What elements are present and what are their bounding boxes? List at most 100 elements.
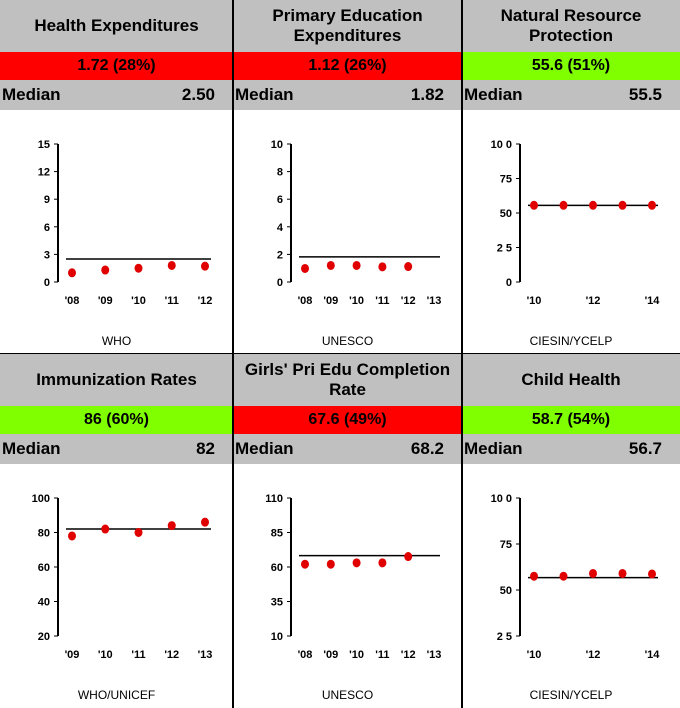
indicator-panel: Girls' Pri Edu Completion Rate 67.6 (49%)… <box>233 354 462 708</box>
x-tick-label: '10 <box>527 649 542 661</box>
median-label: Median <box>235 439 294 458</box>
row-divider <box>0 353 680 354</box>
indicator-panel: Child Health 58.7 (54%) Median 56.7 2 5 50 75 1… <box>462 354 680 708</box>
data-point <box>589 200 597 210</box>
data-point <box>559 571 568 581</box>
data-source: UNESCO <box>321 688 374 702</box>
x-tick-label: '09 <box>65 649 80 661</box>
x-tick-label: '11 <box>131 649 145 661</box>
y-tick-label: 40 <box>38 597 50 609</box>
y-tick-label: 2 <box>277 249 283 261</box>
y-tick-label: 10 <box>271 631 283 643</box>
x-tick-label: '13 <box>427 649 442 661</box>
median-value: 82 <box>196 439 215 458</box>
y-tick-label: 0 <box>506 277 512 289</box>
x-tick-label: '09 <box>323 649 338 661</box>
data-source: WHO/UNICEF <box>77 688 156 702</box>
data-point <box>201 261 209 271</box>
data-point <box>530 200 538 210</box>
y-tick-label: 10 0 <box>491 493 512 505</box>
data-source: CIESIN/YCELP <box>529 688 613 702</box>
data-point <box>301 263 309 273</box>
chart-svg: 0 3 6 9 12 15 '08 '09 '10 '11 '12 <box>38 139 213 307</box>
panel-divider <box>461 0 463 708</box>
x-tick-label: '10 <box>131 295 146 307</box>
data-point <box>404 262 413 272</box>
indicator-chart: 0 2 5 50 75 10 0 '10 '12 '14 <box>462 110 680 332</box>
y-tick-label: 6 <box>277 194 283 206</box>
data-source: WHO <box>101 334 132 348</box>
y-tick-label: 2 5 <box>497 243 512 255</box>
data-point <box>648 200 656 210</box>
x-tick-label: '11 <box>375 295 389 307</box>
indicator-panel: Natural Resource Protection 55.6 (51%) Med… <box>462 0 680 354</box>
panel-title: Health Expenditures <box>0 0 233 52</box>
x-tick-label: '12 <box>401 649 416 661</box>
indicator-chart: 20 40 60 80 100 '09 '10 '11 '12 '13 <box>0 464 233 686</box>
panel-title: Immunization Rates <box>0 354 233 406</box>
median-label: Median <box>464 85 523 104</box>
median-row: Median 2.50 <box>0 80 233 110</box>
median-label: Median <box>464 439 523 458</box>
indicator-chart: 0 3 6 9 12 15 '08 '09 '10 '11 '12 <box>0 110 233 332</box>
y-tick-label: 85 <box>271 528 283 540</box>
y-tick-label: 110 <box>265 493 283 505</box>
x-tick-label: '12 <box>586 649 601 661</box>
data-point <box>301 559 309 569</box>
panel-title: Girls' Pri Edu Completion Rate <box>233 354 462 406</box>
chart-svg: 0 2 5 50 75 10 0 '10 '12 '14 <box>491 139 661 307</box>
chart-svg: 10 35 60 85 110 '08 '09 '10 '11 '12 '13 <box>265 493 442 661</box>
median-label: Median <box>2 439 61 458</box>
data-point <box>326 559 335 569</box>
y-tick-label: 75 <box>500 174 512 186</box>
panel-title: Natural Resource Protection <box>462 0 680 52</box>
y-tick-label: 75 <box>500 539 512 551</box>
panel-title: Child Health <box>462 354 680 406</box>
x-tick-label: '11 <box>375 649 389 661</box>
y-tick-label: 2 5 <box>497 631 512 643</box>
median-label: Median <box>2 85 61 104</box>
x-tick-label: '13 <box>198 649 213 661</box>
y-tick-label: 8 <box>277 167 283 179</box>
x-tick-label: '10 <box>527 295 542 307</box>
score-badge: 58.7 (54%) <box>462 406 680 434</box>
chart-svg: 2 5 50 75 10 0 '10 '12 '14 <box>491 493 661 661</box>
score-badge: 86 (60%) <box>0 406 233 434</box>
data-point <box>618 200 627 210</box>
median-value: 56.7 <box>628 439 662 458</box>
y-tick-label: 60 <box>38 562 50 574</box>
median-row: Median 1.82 <box>233 80 462 110</box>
data-point <box>559 200 568 210</box>
y-tick-label: 15 <box>38 139 50 151</box>
x-tick-label: '09 <box>323 295 338 307</box>
data-source: UNESCO <box>321 334 374 348</box>
median-label: Median <box>235 85 294 104</box>
y-tick-label: 12 <box>38 167 50 179</box>
data-point <box>326 260 335 270</box>
score-badge: 1.12 (26%) <box>233 52 462 80</box>
x-tick-label: '10 <box>349 295 364 307</box>
indicator-panel: Primary Education Expenditures 1.12 (26%)… <box>233 0 462 354</box>
x-tick-label: '10 <box>349 649 364 661</box>
data-point <box>404 552 413 562</box>
median-value: 2.50 <box>181 85 215 104</box>
data-point <box>648 569 656 579</box>
data-point <box>352 558 361 568</box>
y-tick-label: 0 <box>44 277 50 289</box>
median-value: 68.2 <box>410 439 444 458</box>
data-source: CIESIN/YCELP <box>529 334 613 348</box>
data-point <box>167 521 176 531</box>
y-tick-label: 4 <box>277 222 284 234</box>
x-tick-label: '08 <box>65 295 80 307</box>
indicator-chart: 2 5 50 75 10 0 '10 '12 '14 <box>462 464 680 686</box>
x-tick-label: '11 <box>165 295 179 307</box>
y-tick-label: 60 <box>271 562 283 574</box>
data-point <box>134 528 143 537</box>
y-tick-label: 20 <box>38 631 50 643</box>
x-tick-label: '08 <box>298 295 313 307</box>
x-tick-label: '12 <box>586 295 601 307</box>
indicator-chart: 10 35 60 85 110 '08 '09 '10 '11 '12 '13 <box>233 464 462 686</box>
y-tick-label: 35 <box>271 597 283 609</box>
data-point <box>201 517 209 527</box>
indicator-panel: Health Expenditures 1.72 (28%) Median 2.50 0… <box>0 0 233 354</box>
